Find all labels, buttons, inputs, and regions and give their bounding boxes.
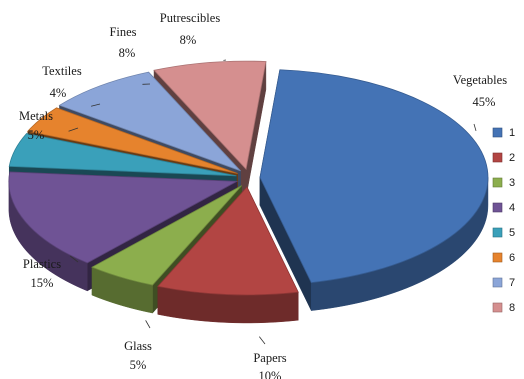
pie-labels: Vegetables 45% Papers 10% Glass 5% Plastics 15%… — [19, 11, 507, 379]
label-name-1: Vegetables — [453, 73, 507, 87]
legend-swatch-4 — [492, 202, 503, 213]
legend-swatch-3 — [492, 177, 503, 188]
legend-label-8: 8 — [509, 302, 515, 314]
leader-line-5 — [68, 127, 79, 132]
label-name-7: Fines — [109, 25, 136, 39]
label-pct-4: 15% — [31, 276, 54, 290]
legend: 1 2 3 4 5 6 7 8 — [492, 127, 515, 314]
legend-swatch-1 — [492, 127, 503, 138]
label-pct-5: 5% — [28, 128, 45, 142]
legend-swatch-2 — [492, 152, 503, 163]
legend-label-4: 4 — [509, 202, 515, 214]
label-pct-7: 8% — [119, 46, 136, 60]
slice-fines — [58, 71, 241, 172]
legend-label-6: 6 — [509, 252, 515, 264]
label-name-2: Papers — [253, 351, 286, 365]
label-name-6: Textiles — [42, 64, 82, 78]
legend-label-5: 5 — [509, 227, 515, 239]
legend-swatch-7 — [492, 277, 503, 288]
label-pct-2: 10% — [259, 369, 282, 379]
label-name-4: Plastics — [23, 257, 61, 271]
leader-line-2 — [258, 336, 266, 345]
label-pct-1: 45% — [473, 95, 496, 109]
label-name-3: Glass — [124, 339, 152, 353]
slice-glass — [91, 185, 242, 286]
slice-plastics — [8, 171, 239, 264]
label-pct-8: 8% — [180, 33, 197, 47]
legend-label-7: 7 — [509, 277, 515, 289]
slice-putrescibles — [153, 60, 267, 170]
label-name-5: Metals — [19, 109, 53, 123]
legend-label-3: 3 — [509, 177, 515, 189]
leader-line-1 — [473, 123, 477, 131]
legend-swatch-6 — [492, 252, 503, 263]
slice-textiles — [26, 107, 238, 174]
leader-line-3 — [145, 320, 151, 329]
label-pct-3: 5% — [130, 358, 147, 372]
pie-slices — [8, 60, 489, 324]
slice-vegetables — [259, 69, 489, 284]
legend-label-1: 1 — [509, 127, 515, 139]
leader-line-6 — [90, 103, 101, 107]
label-pct-6: 4% — [50, 86, 67, 100]
legend-label-2: 2 — [509, 152, 515, 164]
legend-swatch-8 — [492, 302, 503, 313]
slice-papers — [157, 186, 299, 296]
legend-swatch-5 — [492, 227, 503, 238]
leader-line-4 — [69, 255, 79, 263]
label-name-8: Putrescibles — [160, 11, 221, 25]
slice-metals — [8, 133, 237, 177]
